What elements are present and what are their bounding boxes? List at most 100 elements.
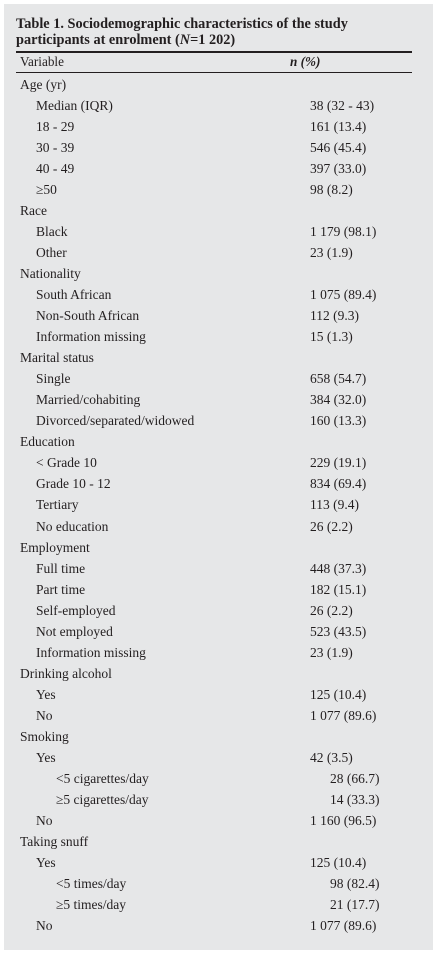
table-row: No 1 077 (89.6) [16,705,412,726]
row-n-percent-value: 125 (10.4) [310,686,367,702]
table-row: 40 - 49 397 (33.0) [16,158,412,179]
row-n-percent-value: 546 (45.4) [310,139,367,155]
table-row: No 1 077 (89.6) [16,916,412,937]
row-variable-label: Non-South African [36,308,140,324]
row-n-percent-value: 182 (15.1) [310,581,367,597]
table-title-n-value: =1 202) [190,32,236,48]
table-row: Single 658 (54.7) [16,369,412,390]
table-section-row: Smoking [16,726,412,747]
header-bottom-rule [16,72,412,73]
row-variable-label: 18 - 29 [36,118,75,134]
row-variable-label: Grade 10 - 12 [36,476,111,492]
row-variable-label: No [36,918,53,934]
row-variable-label: <5 cigarettes/day [56,771,149,787]
row-variable-label: Education [20,434,75,450]
row-variable-label: Black [36,223,68,239]
row-variable-label: Age (yr) [20,76,67,92]
row-variable-label: ≥5 cigarettes/day [56,792,149,808]
row-variable-label: Drinking alcohol [20,665,112,681]
row-variable-label: Marital status [20,350,94,366]
row-variable-label: Married/cohabiting [36,392,141,408]
row-variable-label: Yes [36,750,56,766]
table-row: No 1 160 (96.5) [16,811,412,832]
row-variable-label: Race [20,202,47,218]
table-row: Yes 125 (10.4) [16,684,412,705]
table-row: Information missing 23 (1.9) [16,642,412,663]
table-row: No education 26 (2.2) [16,516,412,537]
table-row: Other 23 (1.9) [16,242,412,263]
table-row: <5 cigarettes/day 28 (66.7) [16,769,412,790]
row-n-percent-value: 1 075 (89.4) [310,286,377,302]
row-n-percent-value: 23 (1.9) [310,244,353,260]
row-variable-label: Yes [36,855,56,871]
row-variable-label: Single [36,371,71,387]
table-row: Median (IQR) 38 (32 - 43) [16,95,412,116]
table-title: Table 1. Sociodemographic characteristic… [16,16,416,48]
table-row: Yes 42 (3.5) [16,748,412,769]
table-row: Divorced/separated/widowed 160 (13.3) [16,411,412,432]
row-n-percent-value: 834 (69.4) [310,476,367,492]
table-row: 18 - 29 161 (13.4) [16,116,412,137]
row-n-percent-value: 161 (13.4) [310,118,367,134]
row-n-percent-value: 1 077 (89.6) [310,918,377,934]
row-n-percent-value: 15 (1.3) [310,329,353,345]
table-row: Black 1 179 (98.1) [16,221,412,242]
table-row: <5 times/day 98 (82.4) [16,874,412,895]
row-variable-label: Smoking [20,728,69,744]
row-n-percent-value: 1 179 (98.1) [310,223,377,239]
row-variable-label: 40 - 49 [36,160,75,176]
table-row: Not employed 523 (43.5) [16,621,412,642]
table-section-row: Taking snuff [16,832,412,853]
row-n-percent-value: 21 (17.7) [330,897,380,913]
row-n-percent-value: 229 (19.1) [310,455,367,471]
row-variable-label: Taking snuff [20,834,89,850]
row-variable-label: Information missing [36,329,146,345]
row-variable-label: South African [36,286,112,302]
table-row: Self-employed 26 (2.2) [16,600,412,621]
row-variable-label: Divorced/separated/widowed [36,413,195,429]
row-n-percent-value: 38 (32 - 43) [310,97,375,113]
header-top-rule [16,51,412,53]
row-variable-label: Full time [36,560,86,576]
table-row: Tertiary 113 (9.4) [16,495,412,516]
row-variable-label: Other [36,244,67,260]
row-variable-label: No [36,813,53,829]
table-row: 30 - 39 546 (45.4) [16,137,412,158]
row-n-percent-value: 14 (33.3) [330,792,380,808]
table-title-text: Table 1. Sociodemographic characteristic… [16,16,348,48]
table-row: Grade 10 - 12 834 (69.4) [16,474,412,495]
row-n-percent-value: 113 (9.4) [310,497,359,513]
table-row: < Grade 10 229 (19.1) [16,453,412,474]
row-variable-label: No [36,707,53,723]
table-section-row: Marital status [16,348,412,369]
row-variable-label: Part time [36,581,86,597]
row-n-percent-value: 523 (43.5) [310,623,367,639]
row-n-percent-value: 98 (82.4) [330,876,380,892]
table-row: Married/cohabiting 384 (32.0) [16,390,412,411]
row-n-percent-value: 448 (37.3) [310,560,367,576]
row-n-percent-value: 23 (1.9) [310,644,353,660]
row-variable-label: 30 - 39 [36,139,75,155]
row-variable-label: Nationality [20,265,81,281]
row-n-percent-value: 26 (2.2) [310,518,353,534]
row-variable-label: No education [36,518,109,534]
table-section-row: Drinking alcohol [16,663,412,684]
row-n-percent-value: 397 (33.0) [310,160,367,176]
row-n-percent-value: 125 (10.4) [310,855,367,871]
row-variable-label: Information missing [36,644,146,660]
row-variable-label: < Grade 10 [36,455,97,471]
table-row: ≥5 cigarettes/day 14 (33.3) [16,790,412,811]
table-row: ≥5 times/day 21 (17.7) [16,895,412,916]
row-n-percent-value: 112 (9.3) [310,308,359,324]
table-section-row: Age (yr) [16,74,412,95]
table-section-row: Race [16,200,412,221]
table-row: ≥50 98 (8.2) [16,179,412,200]
row-n-percent-value: 98 (8.2) [310,181,353,197]
table-section-row: Education [16,432,412,453]
table-title-n-symbol: N [179,32,191,48]
row-variable-label: Employment [20,539,90,555]
table-body: Age (yr) Median (IQR) 38 (32 - 43) 18 - 29 1… [16,74,412,937]
row-variable-label: ≥5 times/day [56,897,127,913]
row-n-percent-value: 42 (3.5) [310,750,353,766]
row-n-percent-value: 1 077 (89.6) [310,707,377,723]
